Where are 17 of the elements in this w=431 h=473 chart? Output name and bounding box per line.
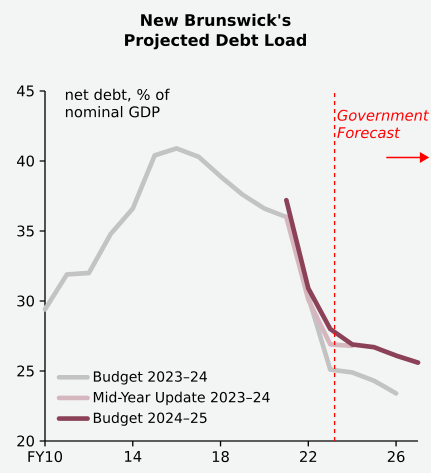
y-tick-label: 30: [17, 295, 34, 307]
y-tick-label: 40: [17, 155, 34, 167]
x-tick-label: 14: [125, 451, 142, 462]
y-tick-label: 25: [17, 365, 34, 377]
legend-label: Mid-Year Update 2023–24: [94, 392, 270, 406]
legend-label: Budget 2024–25: [94, 412, 207, 426]
legend-label: Budget 2023–24: [94, 371, 207, 385]
y-axis-title: net debt, % of nominal GDP: [66, 88, 170, 118]
annotation: Government Forecast: [337, 110, 430, 138]
x-tick-label: 18: [212, 451, 229, 462]
y-tick-label: 20: [17, 435, 34, 447]
x-tick-label: FY10: [28, 451, 62, 462]
x-tick-label: 26: [388, 451, 404, 462]
y-tick-label: 45: [17, 86, 34, 96]
chart-title: New Brunswick's Projected Debt Load: [125, 14, 306, 50]
x-tick-label: 22: [300, 451, 316, 462]
y-tick-label: 35: [17, 225, 34, 237]
